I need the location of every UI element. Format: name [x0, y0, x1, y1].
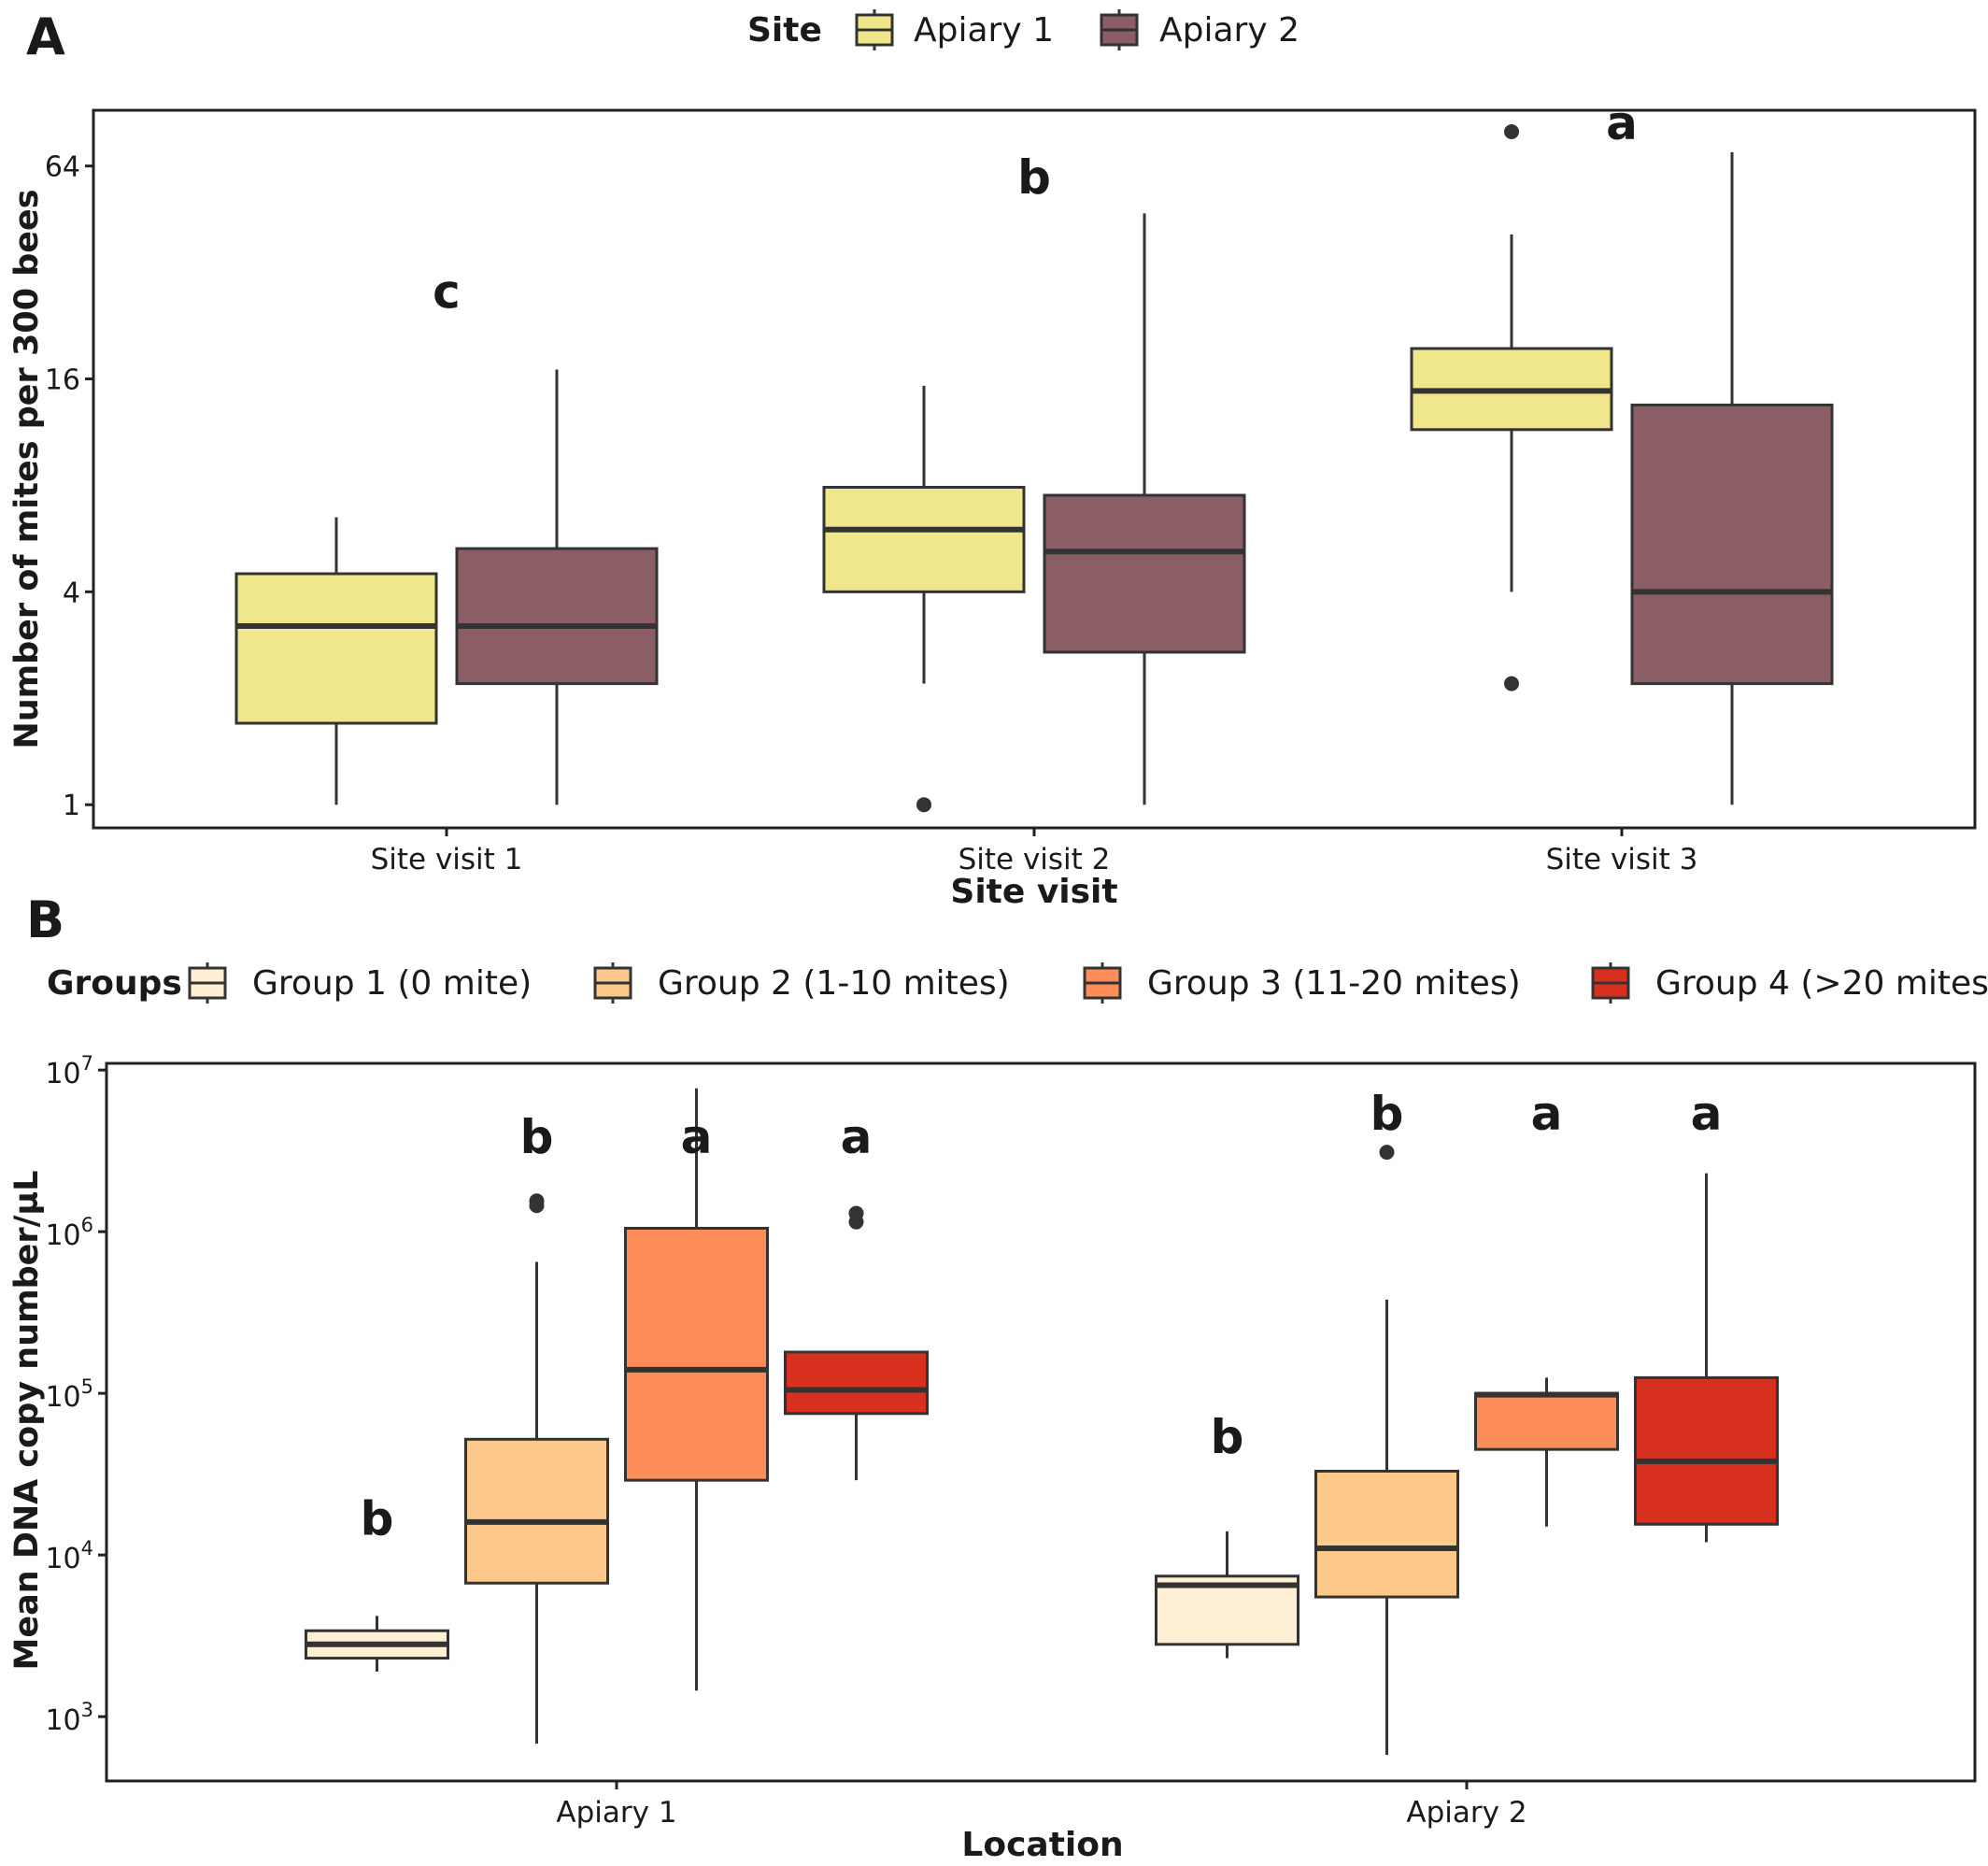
boxes-a	[234, 123, 1834, 813]
box-b-s1-c0	[464, 1193, 609, 1745]
box-a-s1-c1	[1043, 213, 1246, 805]
panel-b: B Groups Group 1 (0 mite) Group 2 (1-10 m…	[8, 890, 1988, 1864]
box-body	[1043, 493, 1246, 654]
box-a-s0-c2	[1410, 123, 1613, 691]
box-a-s1-c0	[455, 369, 659, 805]
legend-a-key-apiary-1	[855, 9, 894, 50]
legend-b-label-4: Group 4 (>20 mites)	[1655, 964, 1988, 1003]
legend-a-title: Site	[747, 11, 822, 50]
y-axis-a: 1 4 16 64	[45, 151, 93, 822]
legend-b-key-4	[1591, 962, 1630, 1004]
box-a-s0-c0	[234, 517, 438, 805]
panel-a: A Site Apiary 1 Apiary 2 1 4 16 64 Site vis…	[8, 7, 1977, 911]
significance-letter: a	[1691, 1087, 1723, 1141]
y-tick-label: 107	[45, 1052, 93, 1090]
box-a-s0-c1	[822, 385, 1026, 813]
annotations-b: b b a a b b a a	[361, 1087, 1723, 1546]
legend-b-key-1	[188, 962, 227, 1004]
box-body	[1314, 1469, 1459, 1599]
x-tick-label: Apiary 1	[556, 1796, 676, 1830]
y-tick-label: 64	[45, 151, 80, 184]
legend-b-label-3: Group 3 (11-20 mites)	[1147, 964, 1521, 1003]
significance-letter: b	[1017, 150, 1051, 205]
y-tick-label: 16	[45, 364, 80, 397]
significance-letter: b	[1370, 1087, 1404, 1141]
significance-letter: a	[1606, 96, 1638, 150]
y-axis-b: 103 104 105 106 107	[45, 1052, 106, 1737]
significance-letter: b	[361, 1492, 394, 1546]
box-a-s1-c2	[1630, 151, 1834, 805]
legend-b-title: Groups	[47, 964, 182, 1003]
legend-b-key-3	[1083, 962, 1122, 1004]
box-b-s3-c1	[1634, 1173, 1779, 1543]
box-body	[1630, 403, 1834, 686]
significance-letter: a	[841, 1110, 873, 1164]
outlier-point	[1504, 676, 1519, 691]
significance-letter: b	[1211, 1410, 1244, 1464]
significance-letter: c	[433, 265, 461, 320]
outlier-point	[916, 797, 931, 813]
legend-b-label-1: Group 1 (0 mite)	[252, 964, 532, 1003]
legend-b: Groups Group 1 (0 mite) Group 2 (1-10 mit…	[47, 962, 1988, 1004]
x-tick-label: Site visit 3	[1546, 843, 1698, 876]
y-tick-label: 104	[45, 1537, 93, 1575]
significance-letter: a	[1531, 1087, 1563, 1141]
legend-a: Site Apiary 1 Apiary 2	[747, 9, 1299, 50]
box-body	[1634, 1375, 1779, 1526]
boxes-b	[305, 1088, 1779, 1756]
y-tick-label: 4	[63, 577, 80, 609]
x-axis-b-title: Location	[961, 1826, 1123, 1864]
plot-area-b	[105, 1061, 1977, 1783]
x-tick-label: Apiary 2	[1406, 1796, 1526, 1830]
box-b-s2-c1	[1474, 1377, 1619, 1527]
legend-b-key-2	[593, 962, 632, 1004]
outlier-point	[1379, 1145, 1395, 1161]
box-body	[822, 485, 1026, 593]
box-body	[1474, 1391, 1619, 1451]
box-body	[624, 1226, 769, 1482]
y-tick-label: 1	[63, 790, 80, 822]
x-axis-b: Apiary 1 Apiary 2	[556, 1781, 1527, 1830]
legend-b-label-2: Group 2 (1-10 mites)	[658, 964, 1010, 1003]
legend-a-label-apiary-2: Apiary 2	[1159, 11, 1299, 50]
box-body	[784, 1350, 929, 1416]
box-b-s3-c0	[784, 1205, 929, 1481]
box-body	[234, 572, 438, 725]
y-tick-label: 103	[45, 1699, 93, 1737]
x-axis-a-title: Site visit	[950, 873, 1117, 911]
box-b-s1-c1	[1314, 1145, 1459, 1756]
box-b-s0-c1	[1155, 1531, 1299, 1659]
panel-b-label: B	[26, 890, 64, 949]
y-axis-a-title: Number of mites per 300 bees	[8, 189, 46, 748]
outlier-point	[529, 1193, 545, 1209]
outlier-point	[1504, 123, 1519, 139]
significance-letter: a	[681, 1110, 713, 1164]
legend-a-key-apiary-2	[1100, 9, 1139, 50]
x-axis-a: Site visit 1 Site visit 2 Site visit 3	[371, 828, 1698, 876]
panel-a-label: A	[26, 7, 65, 66]
legend-a-label-apiary-1: Apiary 1	[914, 11, 1054, 50]
significance-letter: b	[520, 1110, 554, 1164]
y-tick-label: 105	[45, 1375, 93, 1414]
box-body	[455, 547, 659, 686]
y-axis-b-title: Mean DNA copy number/µL	[8, 1171, 46, 1671]
annotations-a: c b a	[433, 96, 1638, 320]
box-b-s0-c0	[305, 1616, 449, 1672]
x-tick-label: Site visit 1	[371, 843, 523, 876]
x-tick-label: Site visit 2	[958, 843, 1111, 876]
box-b-s2-c0	[624, 1088, 769, 1691]
outlier-point	[848, 1205, 864, 1221]
y-tick-label: 106	[45, 1214, 93, 1252]
box-body	[464, 1437, 609, 1585]
